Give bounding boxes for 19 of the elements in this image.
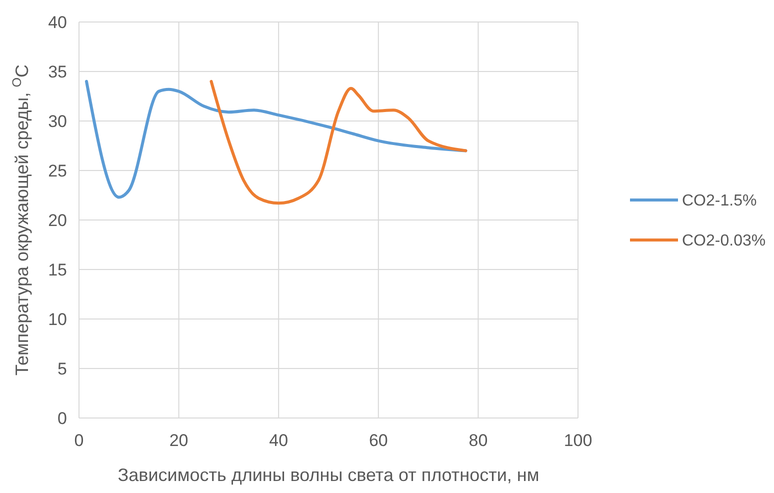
line-series: [210, 80, 468, 205]
y-tick-label: 35: [48, 62, 67, 82]
y-tick-label: 5: [58, 359, 67, 378]
legend-label: CO2-1.5%: [682, 192, 757, 210]
x-tick-label: 80: [468, 431, 488, 450]
x-tick-label: 0: [74, 431, 84, 450]
x-tick-label: 60: [368, 431, 388, 450]
x-tick-label: 40: [269, 431, 288, 450]
y-tick-label: 20: [48, 210, 67, 230]
x-tick-label: 20: [169, 431, 188, 450]
y-tick-label: 10: [48, 310, 67, 329]
y-tick-label: 0: [58, 408, 67, 428]
y-tick-label: 30: [48, 112, 67, 131]
y-tick-label: 25: [48, 161, 67, 180]
y-tick-label: 40: [48, 12, 67, 32]
legend-label: CO2-0.03%: [682, 232, 766, 250]
y-tick-label: 15: [48, 260, 67, 280]
x-axis-title: Зависимость длины волны света от плотности, нм: [118, 465, 540, 485]
x-tick-label: 100: [564, 431, 592, 450]
